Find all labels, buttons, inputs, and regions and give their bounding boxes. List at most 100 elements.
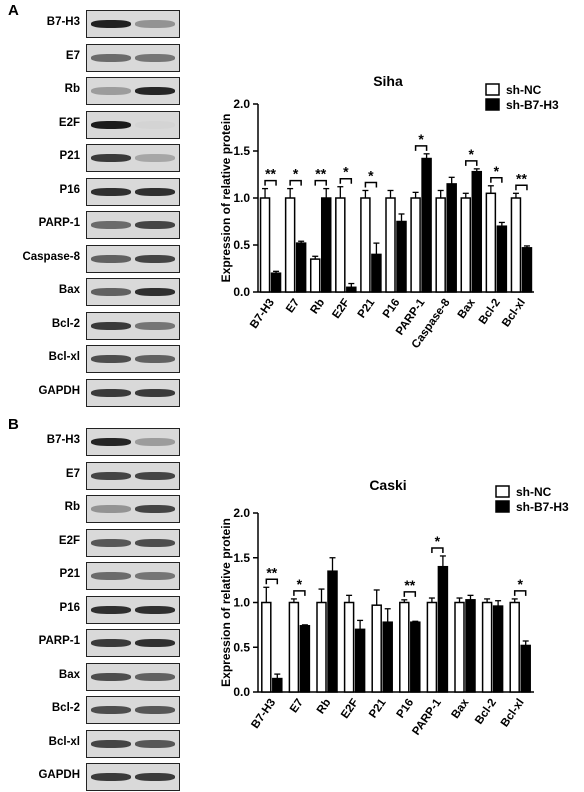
bar-sh-b7-h3-e2f <box>346 286 357 293</box>
blot-strip-e7 <box>86 43 180 72</box>
blot-band <box>135 672 175 681</box>
blot-strip-b7-h3 <box>86 10 180 38</box>
x-tick-label: PARP-1 <box>410 696 444 737</box>
blot-label-bcl-2: Bcl-2 <box>51 702 80 714</box>
bar-sh-b7-h3-e7 <box>299 625 311 693</box>
bar-sh-nc-bcl-xl <box>509 601 520 693</box>
significance-bracket <box>465 160 478 166</box>
bar-sh-b7-h3-e2f <box>354 628 366 693</box>
blot-band <box>91 605 131 614</box>
y-tick-label: 0.0 <box>233 685 250 699</box>
panel-letter-b: B <box>8 416 19 433</box>
blot-label-e2f: E2F <box>58 116 80 129</box>
blot-band <box>135 639 175 647</box>
blot-band <box>91 355 131 363</box>
bar-sh-nc-rb <box>309 258 321 293</box>
significance-marker: * <box>368 167 374 183</box>
x-tick-label: B7-H3 <box>248 297 277 331</box>
blot-band <box>91 672 131 681</box>
significance-bracket <box>490 177 503 183</box>
blot-label-b7-h3: B7-H3 <box>46 434 80 446</box>
blot-band <box>91 739 131 748</box>
blot-strip-parp-1 <box>86 211 180 239</box>
blot-band <box>135 288 175 296</box>
blot-band <box>91 53 131 62</box>
blot-band <box>91 154 131 162</box>
blot-label-e2f: E2F <box>58 534 80 547</box>
bar-sh-b7-h3-p21 <box>371 253 382 293</box>
y-tick-label: 0.5 <box>233 238 250 252</box>
bar-sh-nc-p21 <box>371 604 382 693</box>
blot-band <box>135 773 175 781</box>
x-tick-label: Bcl-2 <box>477 297 503 327</box>
blot-band <box>135 388 175 397</box>
y-tick-label: 0.0 <box>233 285 250 299</box>
blot-band <box>91 321 131 330</box>
blot-strip-e2f <box>86 528 180 557</box>
bar-sh-b7-h3-bcl-2 <box>492 605 504 693</box>
significance-marker: * <box>297 576 303 592</box>
x-tick-label: P21 <box>367 696 389 720</box>
bar-sh-b7-h3-bax <box>471 170 483 293</box>
blot-strip-bax <box>86 662 180 691</box>
blot-label-b7-h3: B7-H3 <box>46 16 80 28</box>
blot-strip-gapdh <box>86 763 180 791</box>
y-axis-label: Expression of relative protein <box>219 114 233 283</box>
legend-label: sh-B7-H3 <box>516 500 569 514</box>
blot-band <box>135 538 175 547</box>
x-tick-label: P16 <box>381 297 403 321</box>
x-tick-label: Rb <box>315 697 334 716</box>
blot-band <box>91 438 131 446</box>
blot-band <box>91 706 131 714</box>
significance-bracket <box>414 145 428 151</box>
legend-swatch-sh-nc <box>485 83 500 96</box>
blot-band <box>135 154 175 162</box>
bar-sh-nc-e7 <box>288 601 300 693</box>
significance-marker: * <box>343 164 349 180</box>
y-tick-label: 2.0 <box>233 97 250 111</box>
significance-marker: * <box>293 166 299 182</box>
bar-sh-nc-b7-h3 <box>261 601 272 693</box>
blot-label-bax: Bax <box>58 668 80 681</box>
blot-band <box>91 773 131 781</box>
significance-bracket <box>265 578 279 585</box>
significance-bracket <box>515 184 528 191</box>
blot-band <box>135 254 175 263</box>
significance-marker: ** <box>266 564 277 580</box>
bar-sh-nc-bcl-2 <box>485 192 497 293</box>
bar-sh-b7-h3-rb <box>327 570 338 693</box>
x-tick-label: Bax <box>450 696 472 721</box>
bar-sh-nc-caspase-8 <box>435 197 446 293</box>
bar-sh-b7-h3-b7-h3 <box>270 272 282 293</box>
blot-band <box>91 639 131 647</box>
blot-strip-bax <box>86 278 180 306</box>
blot-strip-rb <box>86 495 180 523</box>
blot-strip-bcl-2 <box>86 311 180 340</box>
blot-label-gapdh: GAPDH <box>38 384 80 397</box>
bar-sh-b7-h3-b7-h3 <box>272 677 283 693</box>
x-tick-label: E7 <box>288 697 306 715</box>
x-tick-label: Rb <box>309 297 328 316</box>
significance-bracket <box>339 177 353 184</box>
significance-marker: * <box>517 576 523 592</box>
blot-band <box>91 221 131 229</box>
blot-strip-e2f <box>86 110 180 139</box>
blot-label-parp-1: PARP-1 <box>38 635 80 647</box>
bar-sh-nc-rb <box>316 601 327 693</box>
x-tick-label: E7 <box>284 297 302 315</box>
blot-strip-rb <box>86 77 180 105</box>
blot-label-rb: Rb <box>64 83 80 95</box>
significance-bracket <box>289 179 302 186</box>
blot-band <box>135 572 175 580</box>
blot-strip-p16 <box>86 595 180 624</box>
x-tick-label: Bcl-xl <box>499 697 527 730</box>
chart-title: Siha <box>373 73 403 89</box>
y-tick-label: 2.0 <box>233 506 250 520</box>
blot-label-gapdh: GAPDH <box>38 769 80 781</box>
blot-band <box>135 438 175 446</box>
blot-label-p16: P16 <box>59 183 80 196</box>
blot-label-parp-1: PARP-1 <box>38 217 80 229</box>
y-tick-label: 1.0 <box>233 596 250 610</box>
bar-sh-nc-p16 <box>399 601 410 693</box>
